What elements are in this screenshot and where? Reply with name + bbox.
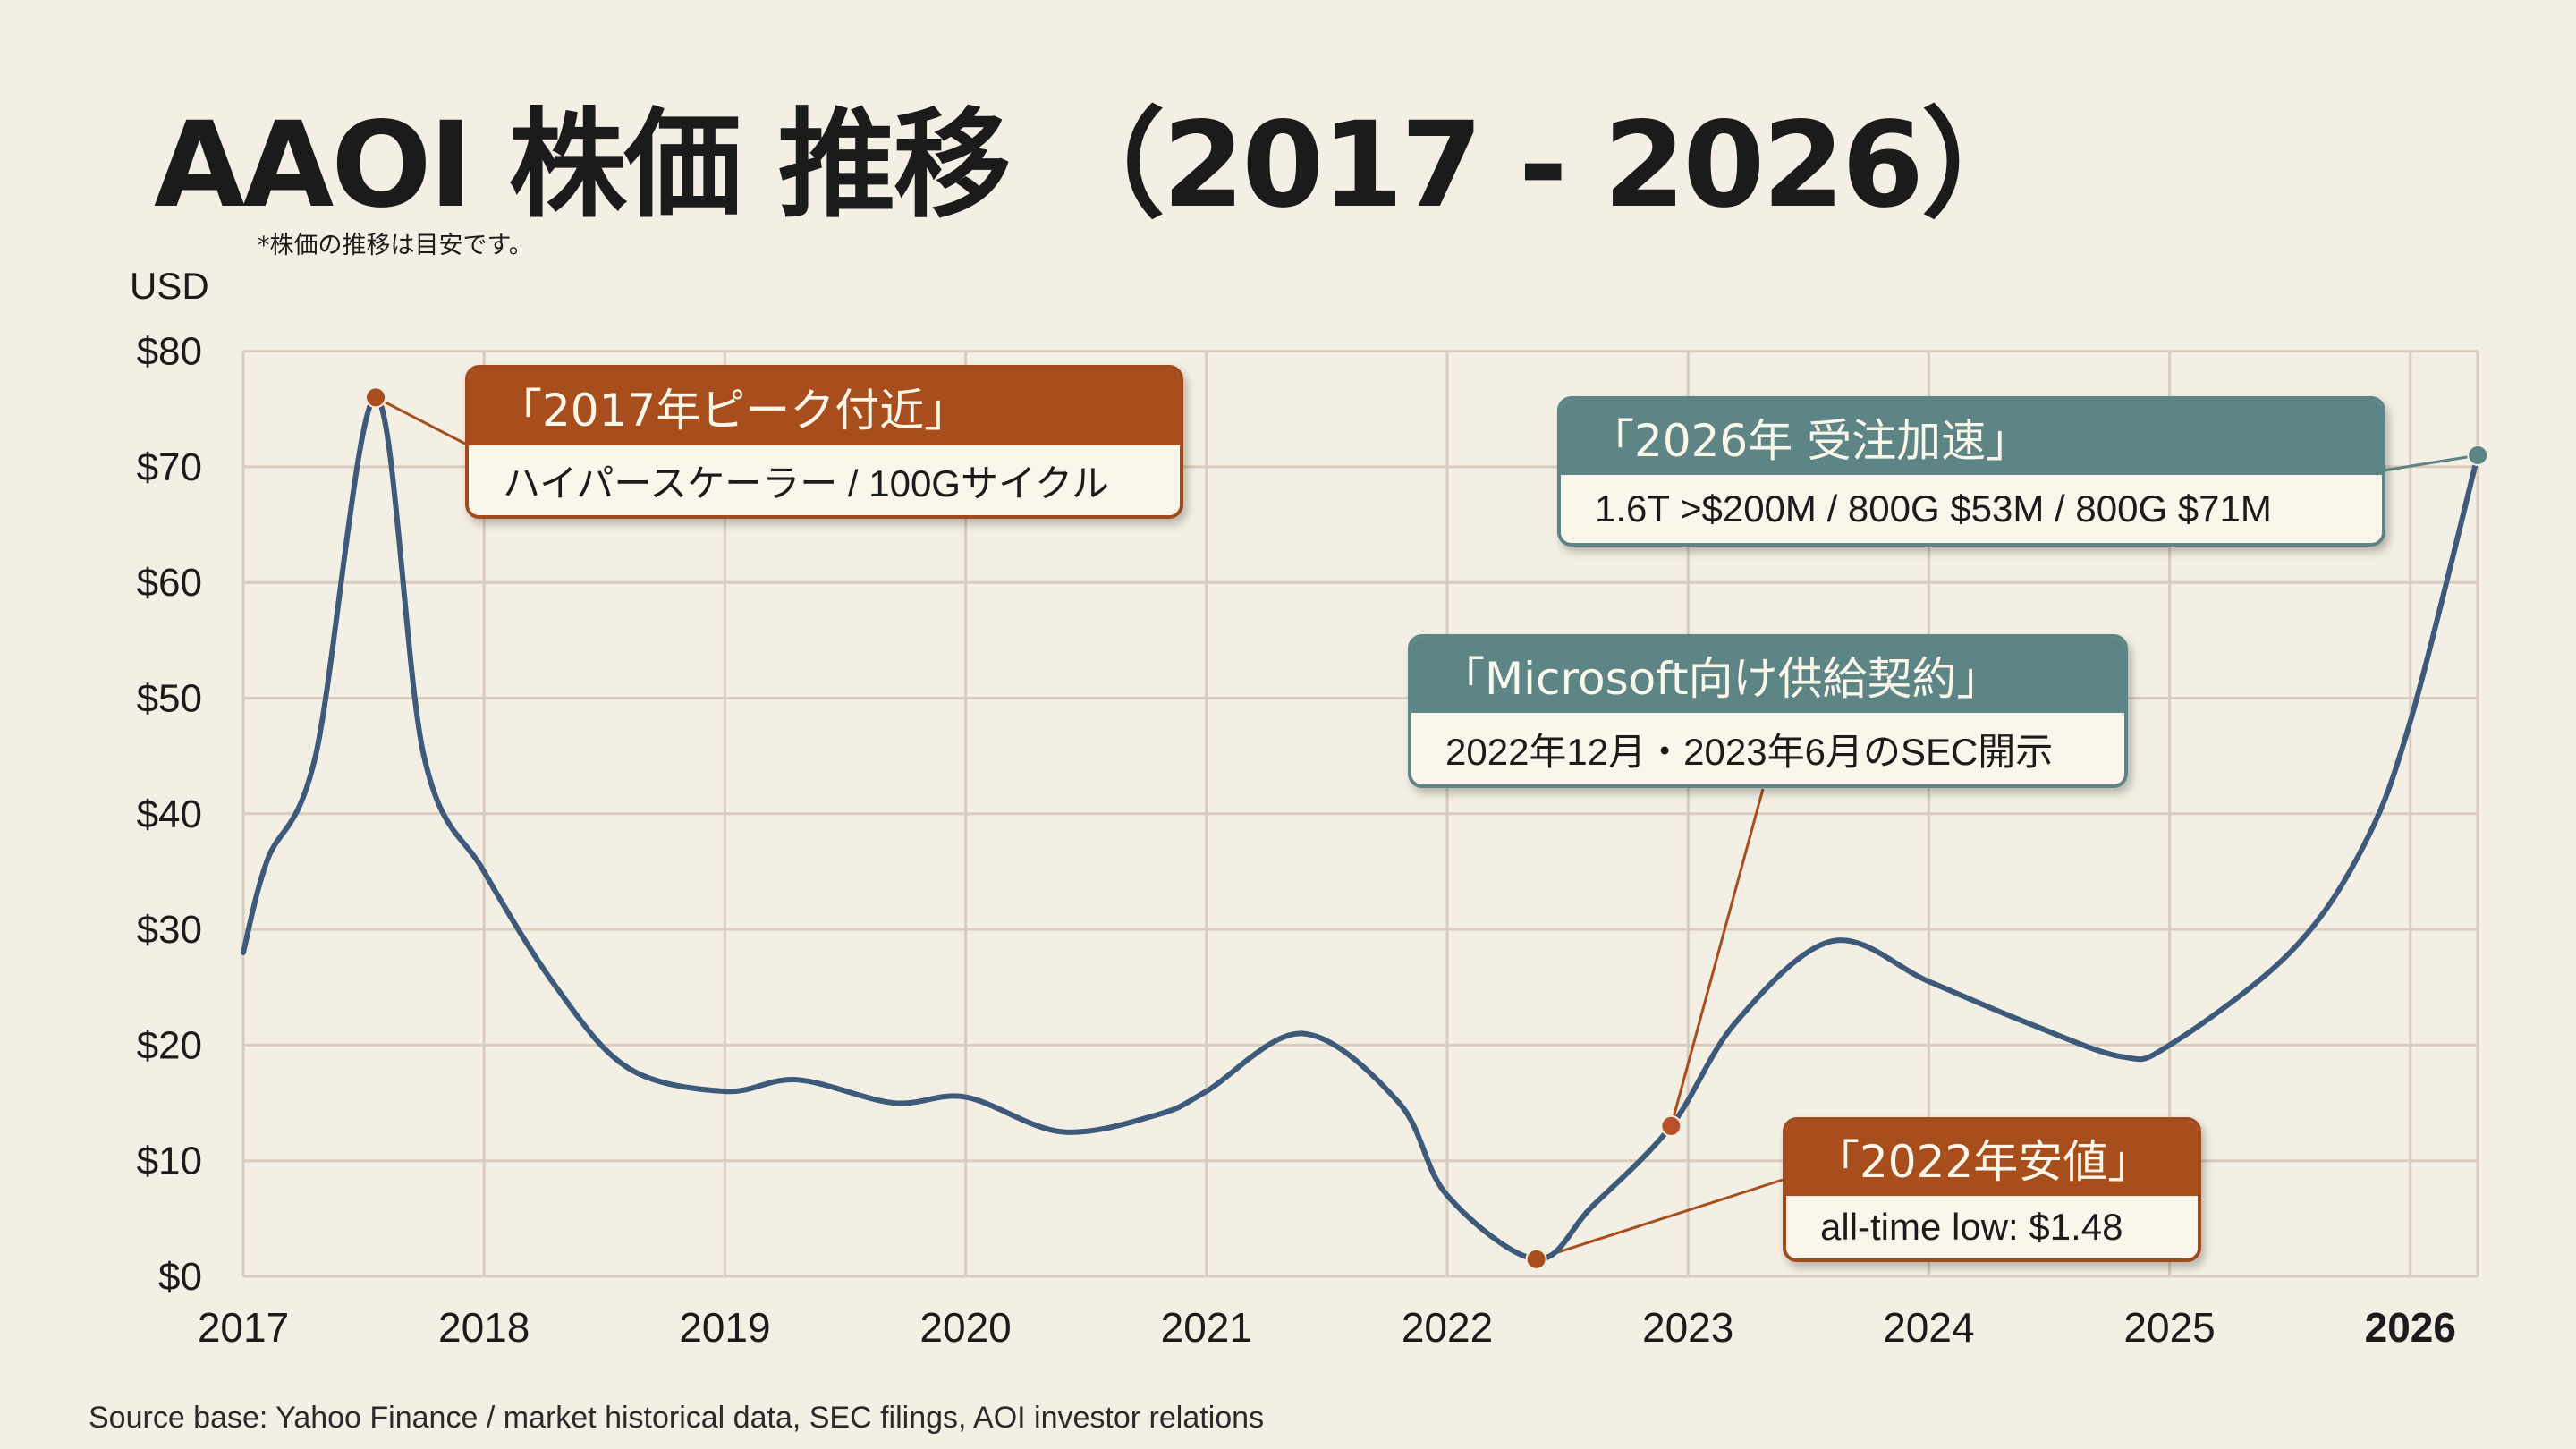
y-tick-label: $0 xyxy=(158,1255,202,1299)
annotation-markers xyxy=(365,386,2489,1270)
y-tick-label: $20 xyxy=(137,1023,202,1067)
annotation-body: 2022年12月・2023年6月のSEC開示 xyxy=(1411,713,2124,784)
y-tick-label: $30 xyxy=(137,908,202,952)
source-note: Source base: Yahoo Finance / market hist… xyxy=(89,1401,1265,1435)
annotation-2026-orders: 「2026年 受注加速」 1.6T >$200M / 800G $53M / 8… xyxy=(1557,396,2385,547)
annotation-connector xyxy=(1669,788,1765,1127)
x-tick-label: 2017 xyxy=(198,1304,289,1351)
grid xyxy=(242,350,2479,1278)
x-tick-label: 2026 xyxy=(2365,1304,2456,1351)
annotation-body: ハイパースケーラー / 100Gサイクル xyxy=(469,445,1180,515)
annotation-2022-low: 「2022年安値」 all-time low: $1.48 xyxy=(1783,1117,2201,1262)
x-tick-label: 2025 xyxy=(2123,1304,2215,1351)
x-tick-label: 2023 xyxy=(1642,1304,1733,1351)
annotation-connector xyxy=(375,395,466,445)
annotation-connectors xyxy=(375,395,2479,1261)
y-tick-label: $80 xyxy=(137,330,202,374)
annotation-marker xyxy=(365,386,387,409)
y-axis-ticks: $0 $10 $20 $30 $40 $50 $60 $70 $80 xyxy=(137,330,202,1299)
annotation-2017-peak: 「2017年ピーク付近」 ハイパースケーラー / 100Gサイクル xyxy=(465,365,1183,519)
y-tick-label: $10 xyxy=(137,1140,202,1183)
series-line-aaoi xyxy=(241,394,2481,1262)
y-tick-label: $50 xyxy=(137,677,202,721)
x-tick-label: 2019 xyxy=(679,1304,770,1351)
annotation-marker xyxy=(1660,1114,1682,1137)
annotation-title: 「2026年 受注加速」 xyxy=(1561,400,2382,475)
x-tick-label: 2020 xyxy=(919,1304,1011,1351)
annotation-title: 「2022年安値」 xyxy=(1786,1121,2198,1196)
annotation-title: 「Microsoft向け供給契約」 xyxy=(1411,638,2124,713)
annotation-connector xyxy=(2377,453,2479,473)
page-title: AAOI 株価 推移 （2017 - 2026） xyxy=(154,97,2039,234)
disclaimer-note: *株価の推移は目安です。 xyxy=(258,232,533,259)
annotation-microsoft-contract: 「Microsoft向け供給契約」 2022年12月・2023年6月のSEC開示 xyxy=(1408,634,2128,788)
annotation-title: 「2017年ピーク付近」 xyxy=(469,369,1180,445)
y-axis-unit-label: USD xyxy=(130,265,209,307)
annotation-body: all-time low: $1.48 xyxy=(1786,1196,2198,1258)
y-tick-label: $40 xyxy=(137,792,202,836)
annotation-marker xyxy=(2467,444,2489,466)
x-tick-label: 2018 xyxy=(438,1304,530,1351)
x-tick-label: 2022 xyxy=(1402,1304,1493,1351)
annotation-connector xyxy=(1536,1178,1784,1261)
x-tick-label: 2024 xyxy=(1883,1304,1974,1351)
y-tick-label: $60 xyxy=(137,561,202,605)
x-axis-ticks: 2017 2018 2019 2020 2021 2022 2023 2024 2025 2026 xyxy=(198,1304,2456,1351)
annotation-body: 1.6T >$200M / 800G $53M / 800G $71M xyxy=(1561,475,2382,543)
annotation-marker xyxy=(1525,1248,1547,1270)
y-tick-label: $70 xyxy=(137,445,202,489)
x-tick-label: 2021 xyxy=(1161,1304,1252,1351)
